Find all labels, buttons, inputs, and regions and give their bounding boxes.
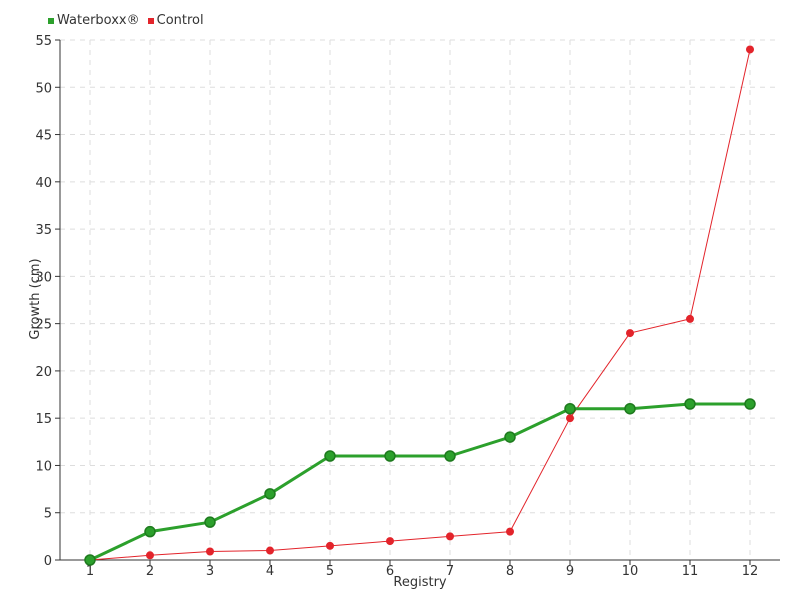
y-tick-label: 0 [44,554,52,569]
legend-label-waterboxx: Waterboxx® [57,13,140,28]
data-point-control [506,527,514,536]
y-tick-label: 45 [35,129,52,144]
legend-label-control: Control [156,13,204,28]
data-point-control [326,541,334,550]
data-point-control [686,314,694,323]
data-point-waterboxx [84,554,96,566]
series-line-waterboxx [89,402,750,562]
series-control [86,45,754,564]
grid [60,39,780,560]
data-point-control [566,414,574,423]
legend-item-waterboxx[interactable]: Waterboxx® [48,13,140,28]
data-point-waterboxx [204,516,216,528]
y-tick-label: 5 [44,507,52,522]
x-tick-label: 11 [682,564,699,579]
legend-swatch-waterboxx [48,17,54,24]
y-tick-label: 55 [35,34,52,49]
y-tick-label: 30 [35,270,52,285]
y-tick-label: 20 [35,365,52,380]
y-tick-label: 25 [35,318,52,333]
series-layer [84,45,756,566]
data-point-control [266,546,274,555]
x-tick-label: 2 [146,564,154,579]
legend: Waterboxx® Control [48,13,204,28]
y-tick-label: 50 [35,81,52,96]
x-tick-label: 9 [566,564,574,579]
x-axis-title: Registry [393,575,447,590]
data-point-waterboxx [684,398,696,410]
data-point-waterboxx [624,402,636,415]
series-line-control [89,49,751,561]
data-point-waterboxx [744,398,756,410]
data-point-control [626,329,634,338]
x-tick-label: 1 [86,564,94,579]
y-tick-label: 10 [35,459,52,474]
data-point-control [746,45,754,54]
x-tick-label: 10 [622,564,639,579]
x-tick-label: 8 [506,564,514,579]
data-point-waterboxx [564,402,576,415]
x-tick-label: 4 [266,564,274,579]
data-point-control [146,551,154,560]
legend-swatch-control [147,17,154,24]
x-tick-label: 5 [326,564,334,579]
x-tick-label: 6 [386,564,394,579]
data-point-waterboxx [444,450,456,462]
data-point-control [386,537,394,546]
x-tick-label: 12 [742,564,759,579]
data-point-waterboxx [504,431,516,443]
y-tick-label: 40 [35,176,52,191]
data-point-waterboxx [144,525,156,538]
series-waterboxx [84,398,756,566]
data-point-waterboxx [324,450,336,462]
data-point-control [446,532,454,541]
data-point-waterboxx [384,450,396,462]
data-point-control [206,547,214,556]
x-tick-label: 7 [446,564,454,579]
y-tick-label: 35 [35,223,52,238]
data-point-waterboxx [264,488,276,500]
x-tick-label: 3 [206,564,214,579]
y-tick-label: 15 [35,412,52,427]
legend-item-control[interactable]: Control [147,13,204,28]
y-axis-title: Growth (cm) [28,258,43,339]
